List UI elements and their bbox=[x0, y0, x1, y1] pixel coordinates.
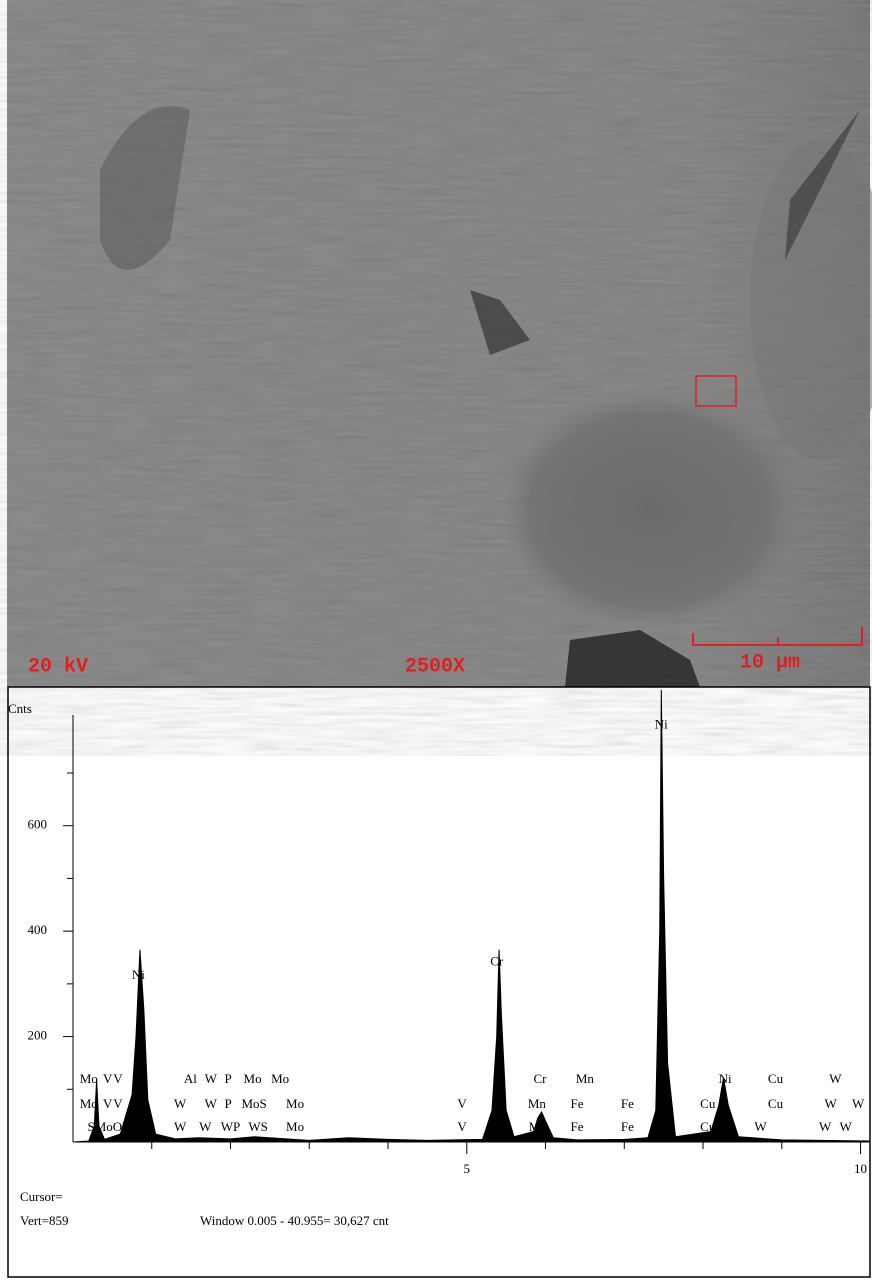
y-tick-label: 600 bbox=[28, 817, 48, 832]
peak-label: Cr bbox=[490, 954, 504, 969]
voltage: 20 kV bbox=[28, 655, 88, 678]
peak-label: W bbox=[174, 1096, 187, 1111]
peak-label: W bbox=[819, 1119, 832, 1134]
peak-label: Fe bbox=[621, 1096, 634, 1111]
peak-label: Cu bbox=[768, 1096, 784, 1111]
peak-label: W bbox=[205, 1096, 218, 1111]
peak-label: W bbox=[839, 1119, 852, 1134]
peak-label: W bbox=[829, 1071, 842, 1086]
spectrum-frame bbox=[8, 687, 870, 1277]
peak-label: Al bbox=[184, 1071, 197, 1086]
peak-label: V bbox=[113, 1096, 123, 1111]
peak-label: V bbox=[113, 1071, 123, 1086]
peak-label: WS bbox=[248, 1119, 268, 1134]
scale-label: 10 µm bbox=[740, 651, 800, 674]
cursor: Cursor= bbox=[20, 1189, 63, 1204]
peak-label: WP bbox=[221, 1119, 241, 1134]
peak-label: SMoOF bbox=[87, 1119, 129, 1134]
peak-label: Cu bbox=[700, 1119, 716, 1134]
peak-label: M bbox=[529, 1119, 541, 1134]
peak-label: Cu bbox=[768, 1071, 784, 1086]
peak-label: W bbox=[824, 1096, 837, 1111]
micrograph: 20 kV 2500X 10 µm bbox=[7, 0, 872, 687]
peak-label: P bbox=[225, 1071, 232, 1086]
peak-label: Mn bbox=[576, 1071, 595, 1086]
peak-label: MoS bbox=[241, 1096, 266, 1111]
peak-label: Fe bbox=[571, 1119, 584, 1134]
window: Window 0.005 - 40.955= 30,627 cnt bbox=[200, 1213, 389, 1228]
peak-label: Cu bbox=[700, 1096, 716, 1111]
peak-label: Ni bbox=[655, 717, 668, 732]
peak-label: Mo bbox=[286, 1119, 304, 1134]
x-tick-label: 5 bbox=[464, 1161, 471, 1176]
peak-label: Fe bbox=[621, 1119, 634, 1134]
peak-label: Mo bbox=[80, 1096, 98, 1111]
dark-region bbox=[500, 390, 800, 630]
magnification: 2500X bbox=[405, 655, 465, 678]
peak-label: W bbox=[852, 1096, 865, 1111]
peak-label: Ni bbox=[719, 1071, 732, 1086]
peak-label: Mo bbox=[80, 1071, 98, 1086]
peak-label: W bbox=[205, 1071, 218, 1086]
y-tick-label: 400 bbox=[28, 922, 48, 937]
peak-label: V bbox=[457, 1096, 467, 1111]
peak-label: V bbox=[103, 1096, 113, 1111]
y-tick-label: 200 bbox=[28, 1028, 48, 1043]
vert: Vert=859 bbox=[20, 1213, 69, 1228]
peak-label: W bbox=[754, 1119, 767, 1134]
peak-label: Mo bbox=[244, 1071, 262, 1086]
peak-label: Mo bbox=[271, 1071, 289, 1086]
peak-label: W bbox=[174, 1119, 187, 1134]
peak-label: Cr bbox=[534, 1071, 548, 1086]
peak-label: Mo bbox=[286, 1096, 304, 1111]
peak-label: P bbox=[225, 1096, 232, 1111]
peak-label: Mn bbox=[528, 1096, 547, 1111]
peak-label: W bbox=[199, 1119, 212, 1134]
page: 20 kV 2500X 10 µm Cnts Cursor= Vert=859 … bbox=[0, 0, 872, 1280]
peak-label: V bbox=[103, 1071, 113, 1086]
peak-label: Ni bbox=[132, 967, 145, 982]
peak-label: Fe bbox=[571, 1096, 584, 1111]
x-tick-label: 10 bbox=[854, 1161, 867, 1176]
y-label: Cnts bbox=[8, 701, 32, 716]
peak-label: V bbox=[457, 1119, 467, 1134]
